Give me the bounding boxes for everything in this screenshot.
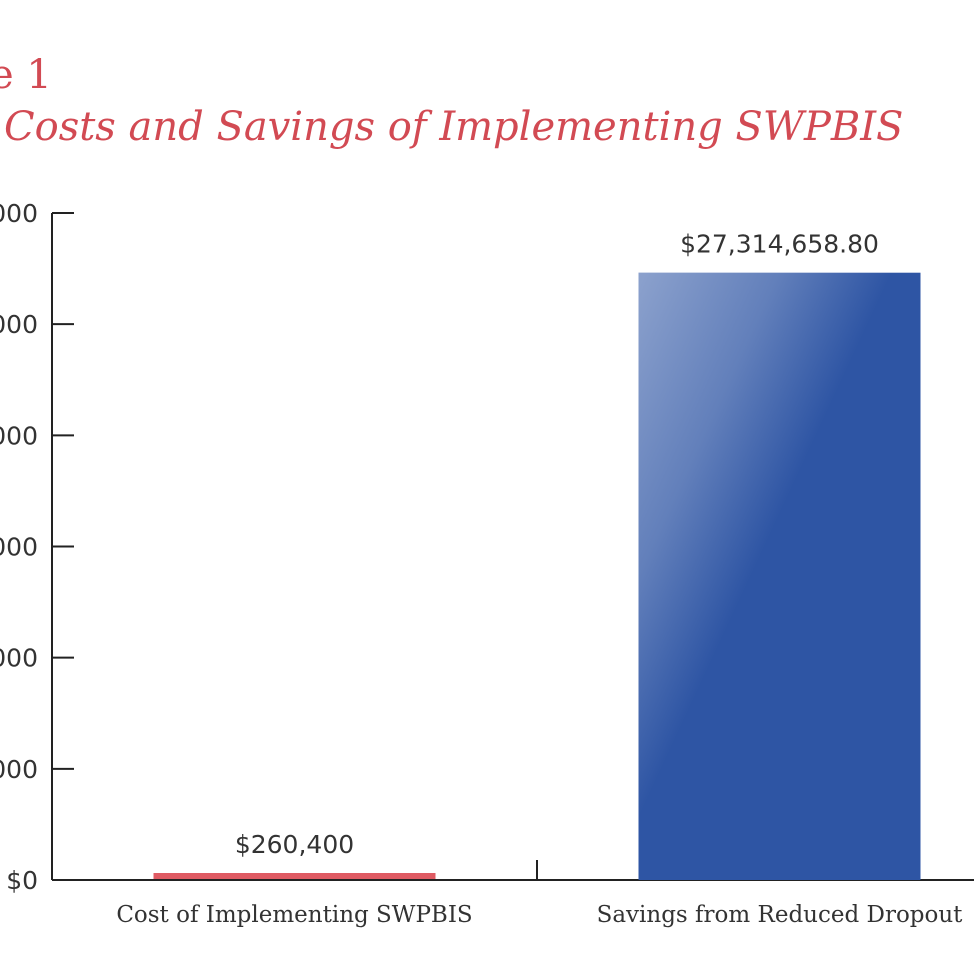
category-label-1: Cost of Implementing SWPBIS bbox=[116, 902, 472, 928]
figure-label: e 1 bbox=[0, 52, 52, 98]
y-tick-label: 000 bbox=[0, 533, 38, 562]
bar-sheen bbox=[638, 272, 921, 880]
chart-title: Costs and Savings of Implementing SWPBIS bbox=[4, 104, 904, 150]
y-tick-label: 000 bbox=[0, 644, 38, 673]
y-tick-label: 000 bbox=[0, 199, 38, 228]
category-label-2: Savings from Reduced Dropout bbox=[597, 902, 964, 928]
y-tick-label: 000 bbox=[0, 310, 38, 339]
y-tick-label: 000 bbox=[0, 421, 38, 450]
bar-1 bbox=[153, 873, 436, 879]
data-label-1: $260,400 bbox=[235, 830, 354, 859]
y-tick-label: $0 bbox=[6, 866, 38, 895]
y-tick-label: 000 bbox=[0, 755, 38, 784]
data-label-2: $27,314,658.80 bbox=[680, 230, 879, 259]
